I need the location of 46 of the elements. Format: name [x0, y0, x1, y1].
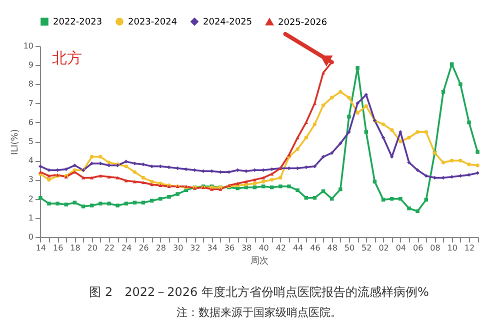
x-tick-label: 44: [292, 244, 304, 252]
x-tick-label: 08: [430, 244, 440, 252]
x-tick-label: 26: [138, 244, 149, 252]
x-tick-label: 06: [412, 244, 424, 252]
x-tick-label: 18: [70, 244, 80, 252]
y-tick-label: 1: [28, 213, 34, 222]
x-tick-label: 02: [378, 244, 389, 252]
x-tick-label: 48: [327, 244, 338, 252]
y-tick-label: 10: [23, 42, 34, 50]
x-tick-label: 34: [207, 244, 218, 252]
x-tick-label: 52: [362, 244, 372, 252]
y-tick-label: 6: [28, 118, 34, 127]
x-tick-label: 28: [156, 244, 166, 252]
x-tick-label: 38: [242, 244, 252, 252]
x-tick-label: 24: [122, 244, 132, 252]
legend-label: 2022-2023: [53, 18, 102, 28]
x-tick-label: 20: [87, 244, 98, 252]
y-axis-title: ILI(%): [10, 129, 20, 155]
x-tick-label: 22: [104, 244, 115, 252]
x-tick-label: 40: [258, 244, 269, 252]
legend-label: 2024-2025: [203, 18, 252, 28]
x-tick-label: 12: [464, 244, 475, 252]
x-tick-label: 36: [224, 244, 235, 252]
legend-label: 2023-2024: [128, 18, 178, 28]
x-tick-label: 42: [276, 244, 286, 252]
y-tick-label: 2: [28, 194, 34, 204]
x-tick-label: 10: [447, 244, 458, 252]
annotation: 北方: [52, 49, 82, 67]
y-tick-label: 9: [28, 60, 34, 70]
y-tick-label: 7: [28, 98, 34, 108]
x-tick-label: 14: [36, 244, 46, 252]
x-tick-label: 30: [172, 244, 184, 252]
y-tick-label: 5: [28, 137, 34, 146]
legend-label: 2025-2026: [278, 18, 328, 28]
y-tick-label: 4: [28, 156, 34, 166]
x-tick-label: 32: [190, 244, 200, 252]
text: 注：数据来源于国家级哨点医院。: [176, 306, 342, 319]
y-tick-label: 0: [28, 232, 34, 242]
x-axis-title: 周次: [250, 256, 268, 266]
text: 图 2 2022－2026 年度北方省份哨点医院报告的流感样病例%: [89, 285, 429, 299]
x-tick-label: 50: [344, 244, 355, 252]
y-tick-label: 3: [28, 175, 34, 184]
y-tick-label: 8: [28, 80, 34, 89]
x-tick-label: 04: [396, 244, 406, 252]
x-tick-label: 46: [310, 244, 320, 252]
x-tick-label: 16: [52, 244, 64, 252]
